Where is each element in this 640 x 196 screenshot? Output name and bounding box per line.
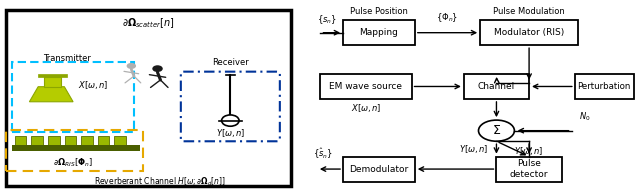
- Bar: [464, 74, 529, 99]
- Bar: [44, 77, 61, 87]
- Text: Demodulator: Demodulator: [349, 165, 408, 174]
- Text: $Y[\omega, n]$: $Y[\omega, n]$: [216, 127, 245, 139]
- Bar: [480, 20, 578, 45]
- Polygon shape: [29, 87, 73, 102]
- Bar: [12, 145, 140, 151]
- Text: Pulse
detector: Pulse detector: [510, 159, 548, 179]
- Bar: [38, 74, 67, 77]
- Text: $\partial\mathbf{\Omega}_{RIS}[\mathbf{\Phi}_n]$: $\partial\mathbf{\Omega}_{RIS}[\mathbf{\…: [53, 157, 93, 169]
- Text: $\partial\mathbf{\Omega}_{scatter}$$[n]$: $\partial\mathbf{\Omega}_{scatter}$$[n]$: [122, 16, 175, 30]
- Bar: [65, 136, 76, 147]
- Text: $Y[\omega, n]$: $Y[\omega, n]$: [459, 143, 488, 155]
- Bar: [115, 136, 126, 147]
- Text: Perturbation: Perturbation: [577, 82, 631, 91]
- Bar: [81, 136, 93, 147]
- Text: Modulator (RIS): Modulator (RIS): [494, 28, 564, 37]
- Text: $N_0$: $N_0$: [579, 111, 590, 123]
- Text: $X[\omega, n]$: $X[\omega, n]$: [78, 79, 109, 91]
- Text: Pulse Modulation: Pulse Modulation: [493, 7, 565, 16]
- Bar: [343, 157, 415, 181]
- Circle shape: [221, 115, 239, 126]
- Text: Channel: Channel: [478, 82, 515, 91]
- Text: Transmitter: Transmitter: [44, 54, 92, 63]
- Text: Mapping: Mapping: [360, 28, 398, 37]
- Bar: [497, 157, 562, 181]
- Text: Pulse Position: Pulse Position: [350, 7, 408, 16]
- Bar: [31, 136, 43, 147]
- Text: $\{\hat{s}_n\}$: $\{\hat{s}_n\}$: [314, 147, 333, 161]
- Text: $\{s_n\}$: $\{s_n\}$: [317, 13, 337, 26]
- Bar: [320, 74, 412, 99]
- Bar: [15, 136, 26, 147]
- Text: Reverberant Channel $H[\omega; \partial\mathbf{\Omega}_d[n]]$: Reverberant Channel $H[\omega; \partial\…: [95, 175, 227, 188]
- Circle shape: [127, 63, 136, 69]
- Bar: [343, 20, 415, 45]
- Circle shape: [152, 65, 163, 72]
- Text: Receiver: Receiver: [212, 58, 249, 67]
- Text: $X[\omega, n]$: $X[\omega, n]$: [351, 102, 381, 114]
- Bar: [575, 74, 634, 99]
- Text: $Y[\omega, n]$: $Y[\omega, n]$: [515, 145, 544, 157]
- Bar: [48, 136, 60, 147]
- Bar: [98, 136, 109, 147]
- Text: EM wave source: EM wave source: [330, 82, 403, 91]
- Text: $\{\Phi_n\}$: $\{\Phi_n\}$: [436, 11, 459, 24]
- Circle shape: [479, 120, 515, 141]
- Text: $\Sigma$: $\Sigma$: [492, 124, 501, 137]
